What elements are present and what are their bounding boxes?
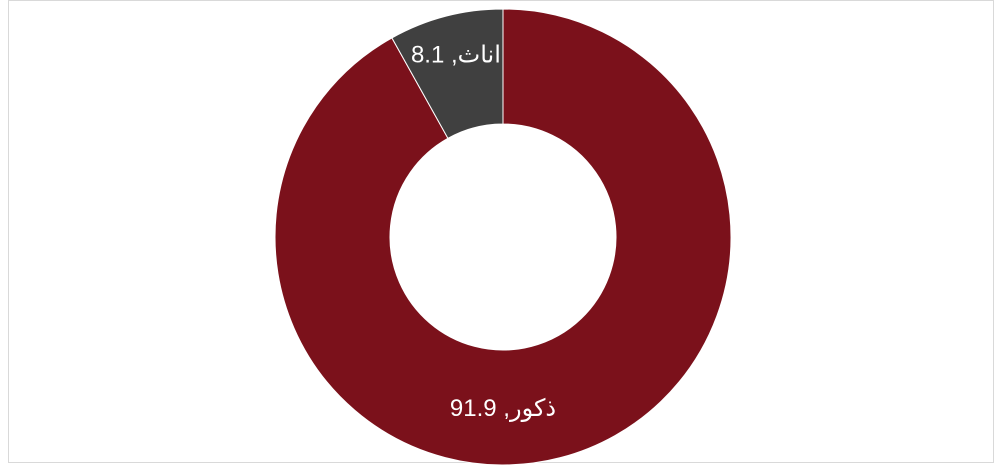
slice-0 (274, 8, 732, 465)
slices-group (274, 8, 732, 465)
slice-label-1: اناث, 8.1 (411, 41, 501, 68)
labels-group: ذكور, 91.9 اناث, 8.1 (411, 41, 556, 421)
slice-label-0: ذكور, 91.9 (450, 395, 556, 422)
slice-1 (391, 8, 504, 140)
